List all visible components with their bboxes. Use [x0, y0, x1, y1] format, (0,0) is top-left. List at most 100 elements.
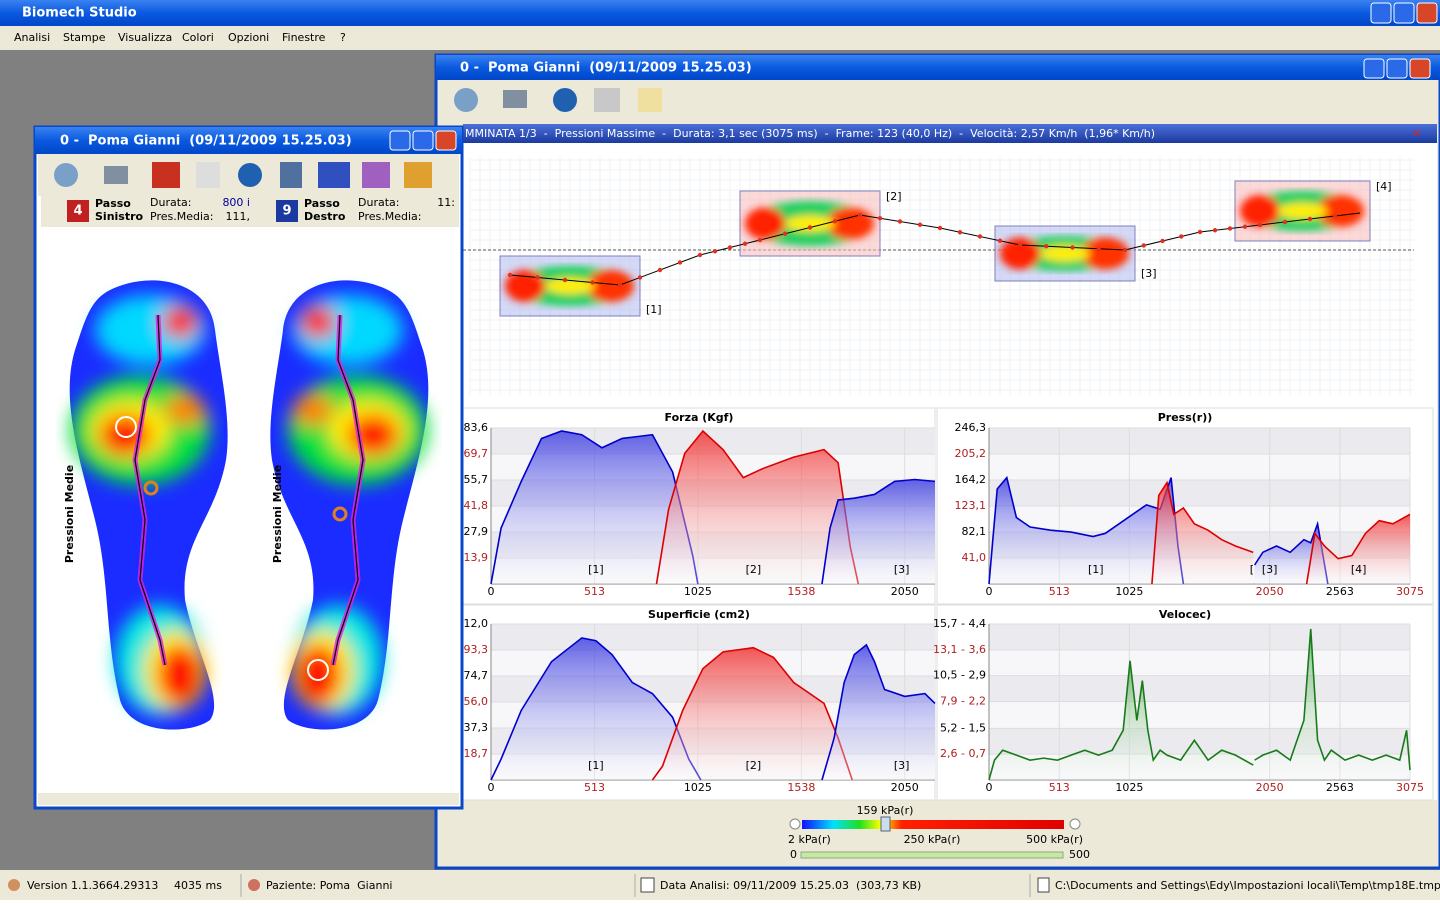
y-tick-label: 82,1 — [962, 525, 987, 538]
trajectory-dot — [807, 225, 813, 230]
close[interactable] — [435, 130, 457, 151]
minimize[interactable] — [1370, 2, 1392, 24]
tool-foot[interactable] — [196, 162, 220, 188]
trajectory-dot — [1282, 219, 1288, 225]
tool-print[interactable] — [104, 166, 128, 184]
blob — [1240, 195, 1280, 227]
trajectory-dot — [897, 219, 903, 224]
series-line — [821, 643, 936, 781]
maximize[interactable] — [1386, 58, 1408, 79]
trajectory-dot — [877, 216, 883, 221]
y-tick-label: 13,1 - 3,6 — [933, 643, 986, 656]
trajectory-dot — [1141, 243, 1146, 248]
y-tick-label: 5,2 - 1,5 — [940, 721, 986, 734]
step-info — [41, 196, 459, 227]
x-tick-label: 1538 — [787, 781, 815, 794]
area-fill — [1254, 628, 1410, 780]
step-annotation: [3] — [894, 759, 910, 772]
y-tick-label: 41,0 — [962, 551, 987, 564]
step-label: [4] — [1376, 180, 1392, 193]
menu-item[interactable]: Finestre — [282, 31, 326, 44]
cop-marker — [115, 416, 137, 438]
chart-title: Forza (Kgf) — [665, 411, 734, 424]
tool-export[interactable] — [404, 162, 432, 188]
step-name: Passo — [95, 197, 131, 210]
trajectory-dot — [1122, 247, 1128, 253]
series-line — [651, 646, 854, 781]
y-tick-label: 93,3 — [464, 643, 489, 656]
x-tick-label: 2050 — [1256, 781, 1284, 794]
y-tick-label: 15,7 - 4,4 — [933, 617, 986, 630]
range-slider[interactable] — [800, 851, 1064, 859]
menu-item[interactable]: Analisi — [14, 31, 50, 44]
menu-item[interactable]: Visualizza — [118, 31, 172, 44]
trajectory-dot — [712, 249, 718, 254]
foot-heatmaps — [70, 280, 429, 729]
menu-item[interactable]: Colori — [182, 31, 214, 44]
maximize[interactable] — [412, 130, 434, 151]
icon — [640, 877, 655, 893]
menu-item[interactable]: Stampe — [63, 31, 106, 44]
info-bar — [463, 124, 1437, 143]
y-tick-label: 18,7 — [464, 747, 489, 760]
x-tick-label: 513 — [584, 585, 605, 598]
y-tick-label: 205,2 — [955, 447, 987, 460]
step-label: [2] — [886, 190, 902, 203]
menu-item[interactable]: Opzioni — [228, 31, 269, 44]
area-fill — [821, 644, 935, 780]
tool-steps[interactable] — [318, 162, 350, 188]
area-fill — [656, 430, 859, 584]
y-tick-label: 13,9 — [464, 551, 489, 564]
tool-chart[interactable] — [638, 88, 662, 112]
trajectory-dot — [1096, 246, 1101, 251]
trajectory-dot — [742, 241, 748, 246]
tool-image[interactable] — [594, 88, 620, 112]
trajectory-dot — [782, 231, 788, 236]
tool-patient[interactable] — [54, 163, 78, 187]
close[interactable] — [1416, 2, 1438, 24]
minimize[interactable] — [389, 130, 411, 151]
trajectory-dot — [1242, 224, 1248, 229]
area-fill — [1306, 514, 1410, 584]
step-annotation: [1] — [588, 563, 604, 576]
tool-globe[interactable] — [553, 88, 577, 112]
trajectory-dot — [1227, 226, 1233, 231]
tool-bars[interactable] — [362, 162, 390, 188]
x-tick-label: 513 — [1049, 585, 1070, 598]
menu-bar — [0, 26, 1440, 50]
y-tick-label: 123,1 — [955, 499, 987, 512]
blob — [785, 215, 835, 232]
close[interactable] — [1409, 58, 1431, 79]
scale-thumb[interactable] — [880, 816, 891, 832]
area-fill — [989, 660, 1254, 780]
trajectory-dot — [1307, 216, 1313, 222]
tool-globe[interactable] — [238, 163, 262, 187]
minimize[interactable] — [1363, 58, 1385, 79]
scale-min: 2 kPa(r) — [788, 833, 831, 846]
series-line — [490, 637, 702, 781]
x-tick-label: 0 — [488, 781, 495, 794]
scale-plus[interactable] — [1069, 818, 1081, 830]
scale-max: 500 kPa(r) — [1026, 833, 1083, 846]
toolbar — [454, 88, 662, 112]
step-number: 9 — [282, 204, 291, 219]
menu-item[interactable]: ? — [340, 31, 346, 44]
step-annotation: [2] — [746, 759, 762, 772]
close-info[interactable]: ✕ — [1412, 127, 1421, 140]
y-tick-label: 164,2 — [955, 473, 987, 486]
tool-print[interactable] — [503, 90, 527, 108]
maximize[interactable] — [1393, 2, 1415, 24]
trajectory-dot — [507, 272, 513, 278]
trajectory-dot — [1017, 242, 1023, 248]
tool-map[interactable] — [152, 162, 180, 188]
blob — [1040, 245, 1090, 262]
x-tick-label: 2050 — [1256, 585, 1284, 598]
blob — [1316, 195, 1364, 227]
scale-minus[interactable] — [789, 818, 801, 830]
grid-band — [989, 428, 1410, 455]
scrollbar[interactable] — [38, 793, 459, 805]
blob — [586, 270, 634, 302]
tool-film[interactable] — [280, 162, 302, 188]
tool-patient[interactable] — [454, 88, 478, 112]
